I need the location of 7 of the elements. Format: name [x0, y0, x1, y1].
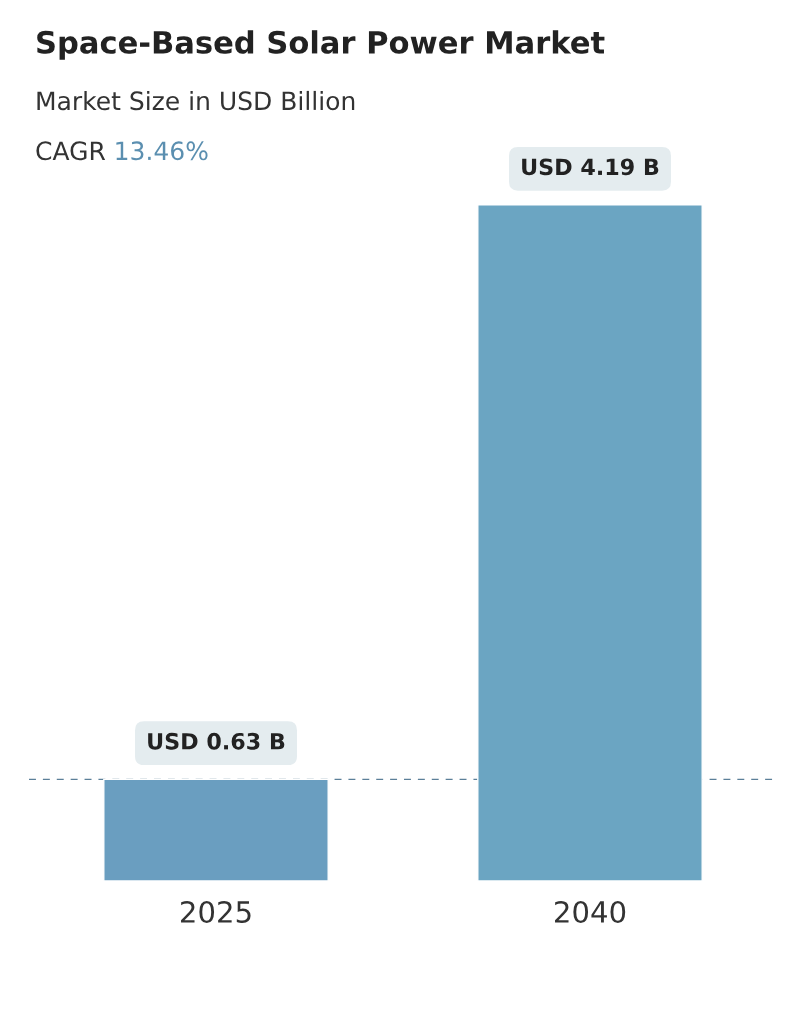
chart-subtitle: Market Size in USD Billion: [37, 90, 355, 111]
chart-title: Space-Based Solar Power Market: [37, 30, 605, 60]
data-label: USD 0.63 B: [148, 732, 285, 750]
x-tick-label: 2040: [555, 900, 626, 924]
x-tick-label: 2025: [181, 900, 251, 924]
data-label: USD 4.19 B: [522, 158, 659, 176]
text: CAGR 13.46%: [36, 141, 208, 161]
